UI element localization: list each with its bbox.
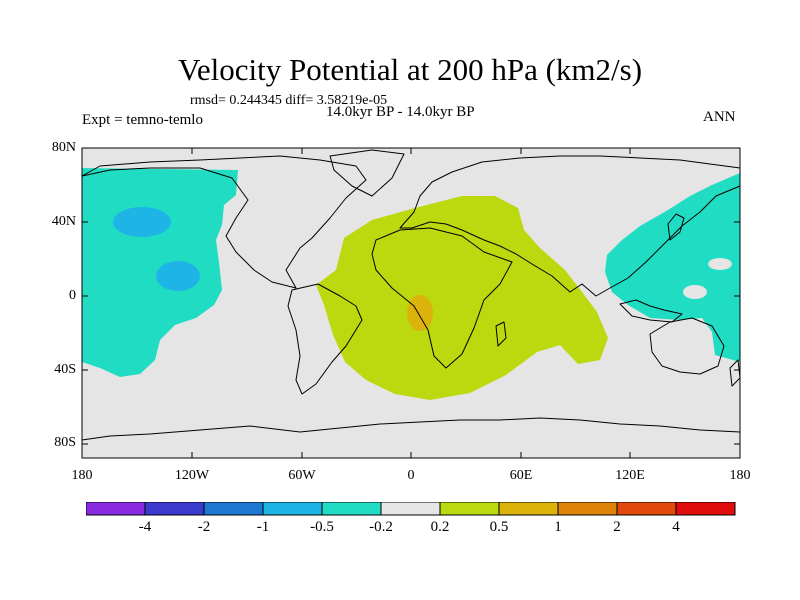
y-tick-label: 40N: [51, 214, 76, 229]
colorbar-label: -0.5: [310, 519, 334, 535]
colorbar-label: 2: [613, 519, 621, 535]
colorbar-swatch: [439, 502, 500, 516]
x-tick-label: 60W: [288, 468, 316, 483]
period-label: 14.0kyr BP - 14.0kyr BP: [326, 104, 475, 120]
y-tick-label: 0: [69, 288, 76, 303]
pacific-inner-negative-north: [113, 207, 171, 237]
x-tick-label: 0: [407, 468, 415, 483]
west-pacific-negative-region: [605, 173, 740, 362]
colorbar-label: -4: [138, 519, 152, 535]
colorbar-swatch: [498, 502, 559, 516]
madagascar-coast: [495, 321, 507, 347]
season-label: ANN: [703, 109, 736, 125]
colorbar-swatch: [321, 502, 382, 516]
colorbar-swatch: [203, 502, 264, 516]
greenland-coast: [329, 149, 405, 197]
eurasia-coast: [399, 155, 741, 297]
colorbar-label: 1: [554, 519, 562, 535]
colorbar-swatch: [616, 502, 677, 516]
colorbar-swatch: [86, 502, 146, 516]
colorbar-swatch: [144, 502, 205, 516]
y-tick-label: 80S: [54, 435, 76, 450]
x-tick-label: 120W: [174, 468, 210, 483]
north-america-coast: [81, 155, 367, 289]
colorbar-label: -0.2: [369, 519, 393, 535]
colorbar-label: -1: [256, 519, 270, 535]
colorbar: [86, 502, 736, 516]
y-tick-label: 80N: [51, 140, 76, 155]
colorbar-swatch: [262, 502, 323, 516]
indonesia-coast: [619, 299, 683, 323]
colorbar-label: 0.2: [430, 519, 450, 535]
africa-coast: [371, 227, 513, 369]
japan-coast: [667, 213, 685, 241]
axis-ticks: [82, 147, 740, 458]
x-tick-label: 120E: [615, 468, 645, 483]
west-pacific-light-patch-north: [708, 258, 732, 270]
congo-positive-core: [407, 295, 433, 331]
chart-title: Velocity Potential at 200 hPa (km2/s): [177, 52, 643, 87]
x-tick-label: 60E: [509, 468, 533, 483]
antarctica-coast: [81, 417, 741, 441]
pacific-inner-negative-south: [156, 261, 200, 291]
y-tick-label: 40S: [54, 362, 76, 377]
experiment-label: Expt = temno-temlo: [82, 112, 203, 128]
africa-positive-region: [316, 196, 608, 400]
colorbar-swatch: [675, 502, 736, 516]
colorbar-label: -2: [197, 519, 211, 535]
colorbar-label: 0.5: [489, 519, 509, 535]
x-tick-label: 180: [729, 468, 751, 483]
colorbar-label: 4: [672, 519, 680, 535]
australia-coast: [649, 317, 725, 375]
west-pacific-light-patch-south: [683, 285, 707, 299]
colorbar-swatch: [380, 502, 441, 516]
rmsd-stats: rmsd= 0.244345 diff= 3.58219e-05: [190, 93, 388, 108]
x-tick-label: 180: [71, 468, 93, 483]
south-america-coast: [287, 283, 363, 395]
colorbar-swatch: [557, 502, 618, 516]
coastlines: [81, 149, 741, 441]
